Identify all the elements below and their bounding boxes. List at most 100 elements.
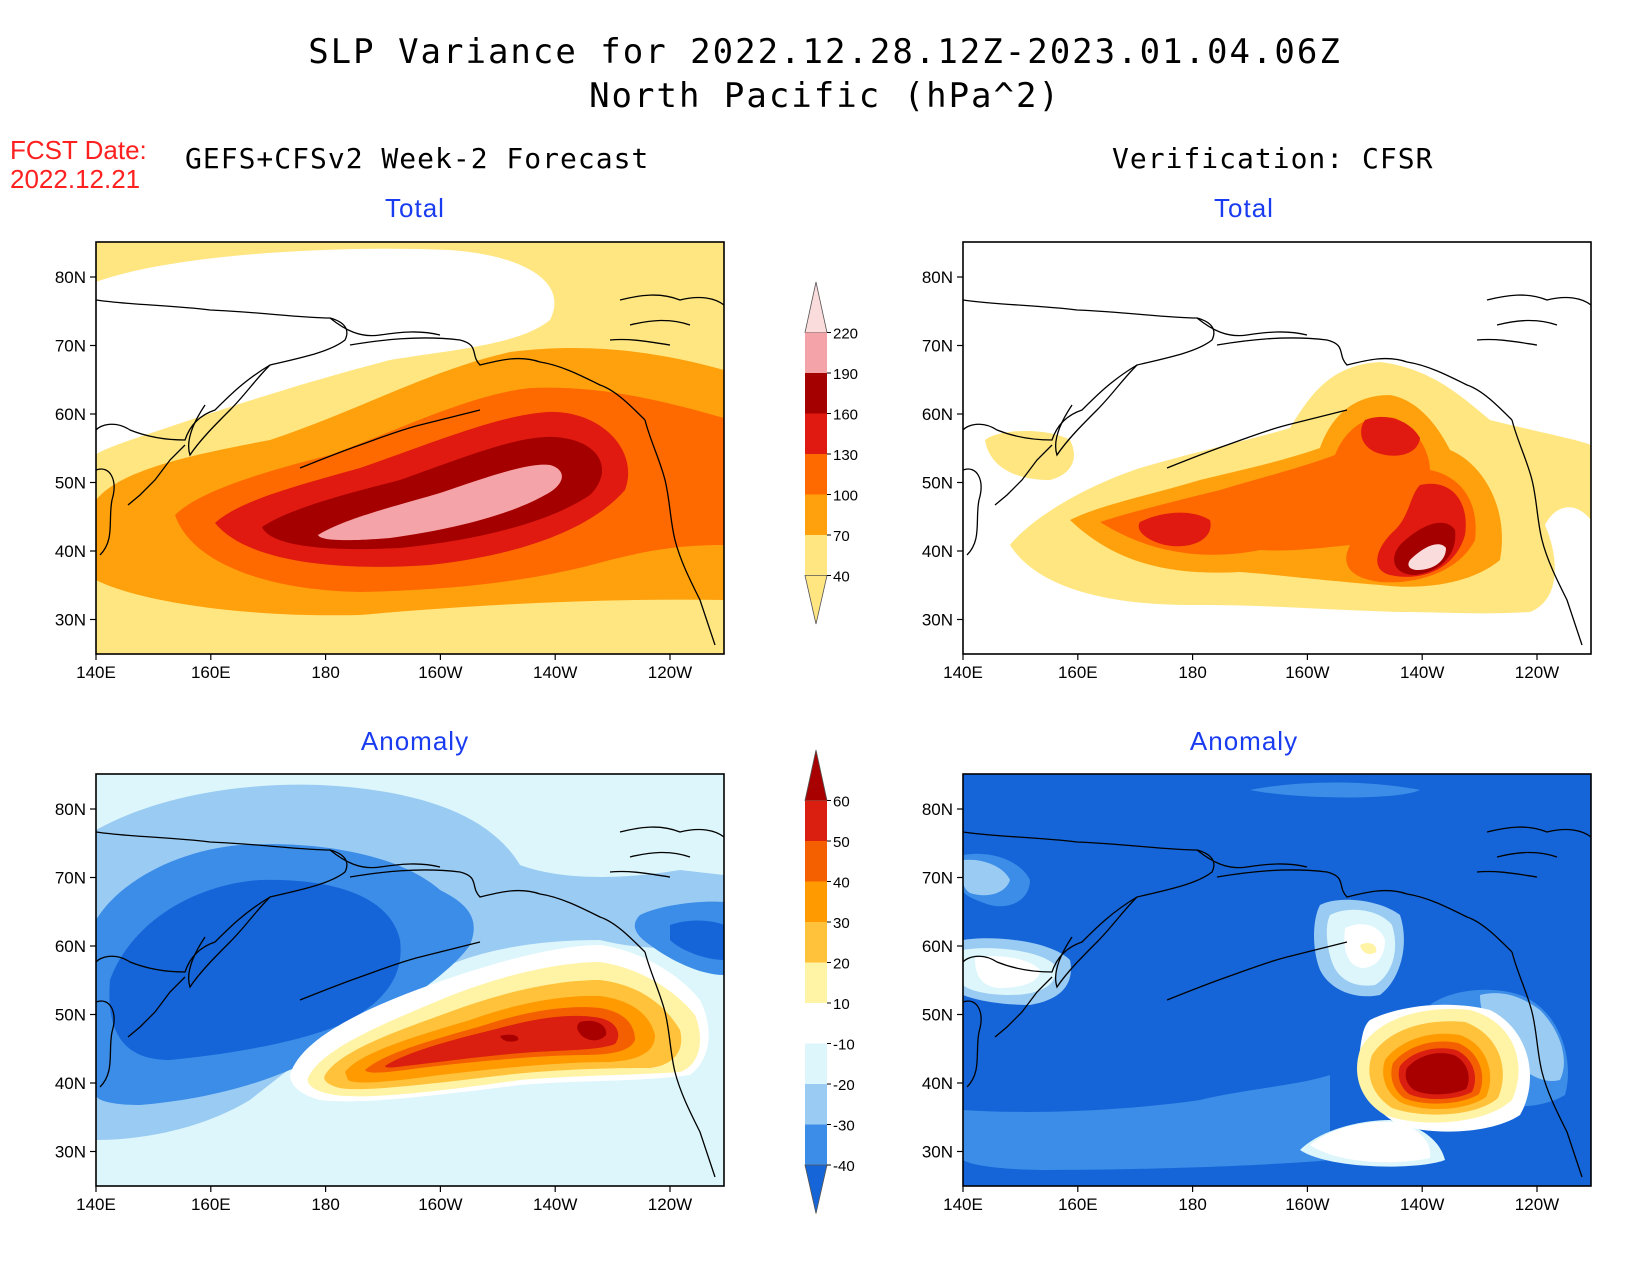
axes-layer: 80N 70N 60N 50N 40N 30N 140E 160E 180 160W 140W 120… [55,268,1559,1214]
colorbar-box [805,413,827,454]
lon-tick-label: 140E [76,663,116,682]
colorbar-label: -40 [833,1158,855,1175]
contour-neg30 [109,879,401,1060]
lon-tick-label: 120W [1515,1195,1559,1214]
lon-tick-label: 160W [1285,1195,1329,1214]
forecast-total-map [96,242,724,654]
colorbar-label: -10 [833,1037,855,1054]
colorbar-label: -30 [833,1118,855,1135]
colorbar-box [805,332,827,373]
lon-tick-label: 180 [311,1195,339,1214]
colorbar-label: 70 [833,528,850,545]
forecast-total-frame [95,241,725,655]
lon-tick-label: 120W [648,1195,692,1214]
bering-coast [329,317,441,337]
lon-tick-label: 120W [648,663,692,682]
lat-tick-label: 80N [55,800,86,819]
colorbar-box [805,373,827,414]
lat-tick-label: 40N [55,1074,86,1093]
colorbar-label: 40 [833,569,850,586]
lat-tick-label: 50N [922,474,953,493]
contour-neg30-east [670,920,724,960]
forecast-date-block: FCST Date: 2022.12.21 [10,136,147,194]
lon-tick-label: 180 [311,663,339,682]
contour-190 [318,464,562,541]
lat-tick-label: 40N [922,1074,953,1093]
lat-tick-label: 70N [922,337,953,356]
verification-total-title: Total [1214,193,1274,223]
coastline-overlay [95,294,725,646]
lat-tick-label: 50N [55,1006,86,1025]
colorbar-total: 220 190 160 130 100 70 40 [804,281,858,625]
colorbar-label: 60 [833,794,850,811]
contour-40-west [985,431,1074,480]
lon-tick-label: 160W [1285,663,1329,682]
forecast-anomaly-map [96,774,724,1186]
colorbar-box [805,800,827,841]
alaska-coast [349,337,646,421]
verification-anomaly-map [963,774,1591,1186]
lon-tick-label: 140W [533,663,577,682]
colorbar-box [805,1084,827,1125]
lon-tick-label: 160E [1058,663,1098,682]
north-america-coast [644,419,716,646]
forecast-date-label: FCST Date: [10,135,147,165]
lon-tick-label: 160E [191,663,231,682]
lat-tick-label: 30N [55,1143,86,1162]
arctic-islands [609,294,725,346]
lat-tick-label: 80N [922,268,953,287]
colorbar-lower-extension [804,1164,828,1214]
lat-tick-label: 80N [55,268,86,287]
lat-tick-label: 60N [55,937,86,956]
contour-160 [262,436,603,550]
forecast-total-title: Total [385,193,445,223]
colorbar-label: 160 [833,407,858,424]
colorbar-box [805,962,827,1003]
lat-tick-label: 30N [922,611,953,630]
kamchatka [188,364,271,457]
contour-pos60-core [1405,1053,1469,1095]
lat-tick-label: 30N [922,1143,953,1162]
lat-tick-label: 70N [55,869,86,888]
colorbar-box [805,922,827,963]
colorbar-label: 40 [833,875,850,892]
verification-total-frame [962,241,1592,655]
colorbar-label: 50 [833,834,850,851]
japan [95,468,115,556]
lat-tick-label: 40N [922,542,953,561]
lon-tick-label: 140E [943,1195,983,1214]
colorbar-label: 10 [833,996,850,1013]
lon-tick-label: 140E [76,1195,116,1214]
colorbar-label: 20 [833,956,850,973]
lon-tick-label: 160E [1058,1195,1098,1214]
colorbar-box [805,1043,827,1084]
low-variance-region [96,248,555,455]
forecast-anomaly-frame [95,773,725,1187]
lon-tick-label: 140E [943,663,983,682]
verification-total-map [963,242,1591,654]
lat-tick-label: 60N [922,405,953,424]
colorbar-box [805,1003,827,1044]
colorbar-label: 100 [833,488,858,505]
lon-tick-label: 140W [533,1195,577,1214]
verification-subtitle: Verification: CFSR [1112,142,1434,175]
forecast-date-value: 2022.12.21 [10,164,141,194]
forecast-subtitle: GEFS+CFSv2 Week-2 Forecast [185,142,650,175]
lat-tick-label: 60N [55,405,86,424]
forecast-anomaly-title: Anomaly [360,726,470,756]
colorbar-box [805,881,827,922]
main-subtitle: North Pacific (hPa^2) [589,76,1061,116]
verification-anomaly-frame [962,773,1592,1187]
aleutians [299,409,481,469]
verification-anomaly-title: Anomaly [1189,726,1299,756]
colorbar-anomaly: 60 50 40 30 20 10 -10 -20 -30 -40 [804,749,855,1214]
lat-tick-label: 80N [922,800,953,819]
lat-tick-label: 70N [922,869,953,888]
colorbar-label: 220 [833,326,858,343]
colorbar-lower-extension [804,575,828,625]
lon-tick-label: 160E [191,1195,231,1214]
lat-tick-label: 30N [55,611,86,630]
lon-tick-label: 140W [1400,1195,1444,1214]
lat-tick-label: 40N [55,542,86,561]
